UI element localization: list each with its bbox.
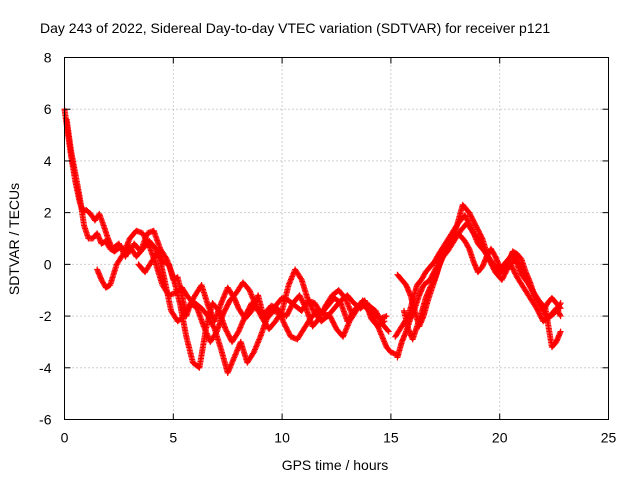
data-point	[541, 304, 548, 311]
x-tick-label: 0	[61, 430, 69, 446]
data-point	[162, 254, 169, 261]
series-t4	[135, 248, 390, 345]
data-point	[557, 313, 564, 320]
data-point	[145, 241, 152, 248]
grid	[64, 57, 609, 420]
data-point	[278, 309, 285, 316]
data-point	[213, 329, 220, 336]
y-tick-label: 4	[44, 153, 52, 169]
data-point	[380, 319, 387, 326]
data-point	[465, 244, 472, 251]
y-tick-label: 0	[44, 256, 52, 272]
x-tick-label: 5	[169, 430, 177, 446]
x-tick-label: 15	[383, 430, 399, 446]
y-tick-label: 8	[44, 50, 52, 66]
axis-ticks	[64, 57, 609, 420]
y-tick-label: 2	[44, 205, 52, 221]
y-tick-label: -6	[39, 412, 52, 428]
data-point	[385, 328, 392, 335]
data-point	[302, 304, 309, 311]
x-tick-label: 10	[274, 430, 290, 446]
data-point	[404, 314, 411, 321]
data-point	[557, 328, 564, 335]
y-axis-title: SDTVAR / TECUs	[6, 183, 22, 295]
x-tick-labels: 0 5 10 15 20 25	[61, 430, 617, 446]
series-t8	[394, 219, 564, 351]
data-point	[556, 311, 563, 318]
data-point	[383, 313, 390, 320]
data-point	[384, 327, 391, 334]
data-points	[61, 106, 564, 376]
series-t2	[63, 116, 392, 371]
plot-frame	[64, 57, 609, 420]
y-tick-label: -4	[39, 360, 52, 376]
x-tick-label: 20	[492, 430, 508, 446]
y-tick-label: 6	[44, 101, 52, 117]
x-tick-label: 25	[601, 430, 617, 446]
y-tick-labels: -6 -4 -2 0 2 4 6 8	[39, 50, 52, 428]
chart-title: Day 243 of 2022, Sidereal Day-to-day VTE…	[40, 20, 550, 36]
y-tick-label: -2	[39, 308, 52, 324]
x-axis-title: GPS time / hours	[282, 457, 389, 473]
data-point	[297, 275, 304, 282]
